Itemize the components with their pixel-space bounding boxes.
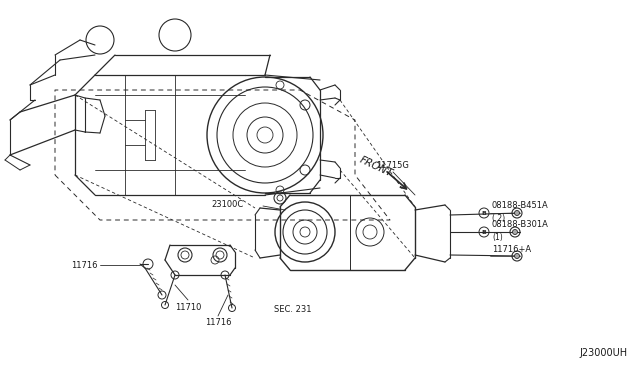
Text: 11715G: 11715G (376, 161, 410, 170)
Text: SEC. 231: SEC. 231 (275, 305, 312, 314)
Text: B: B (481, 230, 486, 234)
Circle shape (513, 230, 518, 234)
Text: J23000UH: J23000UH (580, 348, 628, 358)
Text: 11710: 11710 (175, 303, 201, 312)
Circle shape (515, 253, 520, 259)
Text: FRONT: FRONT (358, 155, 394, 179)
Text: 08188-B451A: 08188-B451A (492, 201, 548, 210)
Text: (1): (1) (492, 233, 503, 242)
Text: 11716: 11716 (205, 318, 231, 327)
Text: 11716: 11716 (72, 260, 98, 269)
Text: 08188-B301A: 08188-B301A (492, 220, 549, 229)
Circle shape (515, 211, 520, 215)
Text: B: B (481, 211, 486, 215)
Text: ( 2): ( 2) (492, 214, 505, 223)
Text: 11716+A: 11716+A (492, 245, 531, 254)
Text: 23100C: 23100C (212, 199, 244, 208)
